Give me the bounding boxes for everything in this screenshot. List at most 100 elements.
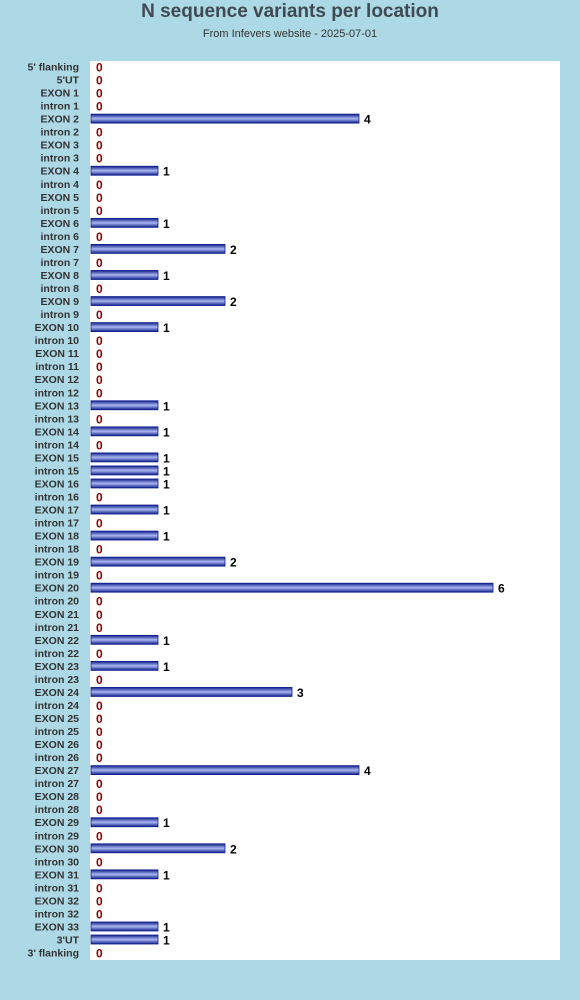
- value-label: 0: [96, 87, 103, 101]
- category-label: EXON 8: [40, 270, 79, 282]
- value-label: 0: [96, 256, 103, 270]
- value-label: 0: [96, 334, 103, 348]
- value-label: 1: [163, 269, 170, 283]
- category-label: 3'UT: [57, 935, 80, 947]
- value-labels: 0000400010001020102010000010101110101020…: [96, 61, 505, 961]
- value-label: 0: [96, 569, 103, 583]
- category-label: EXON 5: [40, 192, 79, 204]
- category-label: intron 8: [41, 283, 80, 295]
- category-label: EXON 13: [35, 400, 80, 412]
- category-label: 5'UT: [57, 75, 80, 87]
- bar: [90, 504, 159, 515]
- category-label: EXON 24: [35, 687, 80, 699]
- value-label: 3: [297, 686, 304, 700]
- category-label: EXON 17: [35, 505, 80, 517]
- category-label: EXON 30: [35, 843, 80, 855]
- value-label: 2: [230, 842, 237, 856]
- value-label: 0: [96, 543, 103, 557]
- category-label: intron 7: [41, 257, 80, 269]
- category-label: EXON 26: [35, 739, 80, 751]
- value-label: 1: [163, 321, 170, 335]
- value-label: 1: [163, 477, 170, 491]
- category-label: 5' flanking: [27, 62, 79, 74]
- category-label: EXON 21: [35, 609, 80, 621]
- category-label: intron 14: [35, 439, 79, 451]
- value-label: 0: [96, 152, 103, 166]
- chart-subtitle: From Infevers website - 2025-07-01: [202, 28, 378, 40]
- value-label: 0: [96, 100, 103, 114]
- category-label: EXON 29: [35, 817, 80, 829]
- value-label: 1: [163, 660, 170, 674]
- bar: [90, 400, 159, 411]
- value-label: 0: [96, 777, 103, 791]
- value-label: 0: [96, 74, 103, 88]
- category-label: intron 11: [35, 361, 79, 373]
- category-label: intron 21: [35, 622, 79, 634]
- value-label: 0: [96, 61, 103, 75]
- category-label: EXON 31: [35, 869, 80, 881]
- category-label: intron 19: [35, 570, 79, 582]
- value-label: 0: [96, 126, 103, 140]
- value-label: 1: [163, 868, 170, 882]
- category-label: EXON 19: [35, 557, 80, 569]
- category-label: intron 5: [41, 205, 80, 217]
- value-label: 0: [96, 907, 103, 921]
- category-label: EXON 28: [35, 791, 80, 803]
- value-label: 0: [96, 373, 103, 387]
- category-label: EXON 9: [40, 296, 79, 308]
- value-label: 1: [163, 920, 170, 934]
- value-label: 6: [498, 582, 505, 596]
- value-label: 0: [96, 191, 103, 205]
- bar: [90, 582, 494, 593]
- category-label: EXON 12: [35, 374, 80, 386]
- value-label: 0: [96, 438, 103, 452]
- value-label: 1: [163, 464, 170, 478]
- bar: [90, 322, 159, 333]
- value-label: 0: [96, 230, 103, 244]
- value-label: 0: [96, 490, 103, 504]
- category-label: intron 4: [41, 179, 80, 191]
- category-label: EXON 7: [40, 244, 79, 256]
- value-label: 0: [96, 712, 103, 726]
- bar: [90, 217, 159, 228]
- value-label: 2: [230, 243, 237, 257]
- value-label: 4: [364, 764, 371, 778]
- bar: [90, 934, 159, 945]
- bar: [90, 660, 159, 671]
- bar: [90, 426, 159, 437]
- category-label: intron 3: [41, 153, 80, 165]
- value-label: 0: [96, 725, 103, 739]
- category-label: EXON 11: [35, 348, 79, 360]
- value-label: 0: [96, 178, 103, 192]
- value-label: 0: [96, 751, 103, 765]
- value-label: 4: [364, 113, 371, 127]
- bar: [90, 869, 159, 880]
- value-label: 0: [96, 386, 103, 400]
- category-label: intron 25: [35, 726, 79, 738]
- bar: [90, 244, 226, 254]
- bar: [90, 165, 159, 176]
- category-label: intron 1: [41, 101, 80, 113]
- value-label: 0: [96, 517, 103, 531]
- bar: [90, 687, 293, 697]
- value-label: 1: [163, 451, 170, 465]
- bar: [90, 113, 360, 124]
- category-label: intron 28: [35, 804, 79, 816]
- category-label: intron 32: [35, 908, 79, 920]
- bar: [90, 270, 159, 280]
- value-label: 1: [163, 530, 170, 544]
- bar: [90, 465, 159, 476]
- value-label: 0: [96, 894, 103, 908]
- value-label: 1: [163, 934, 170, 948]
- category-label: EXON 25: [35, 713, 80, 725]
- category-label: intron 9: [41, 309, 80, 321]
- value-label: 0: [96, 412, 103, 426]
- bar: [90, 452, 159, 463]
- value-label: 1: [163, 816, 170, 830]
- value-label: 0: [96, 621, 103, 635]
- bar: [90, 556, 226, 567]
- value-label: 0: [96, 673, 103, 687]
- category-label: EXON 23: [35, 661, 80, 673]
- category-label: intron 31: [35, 882, 79, 894]
